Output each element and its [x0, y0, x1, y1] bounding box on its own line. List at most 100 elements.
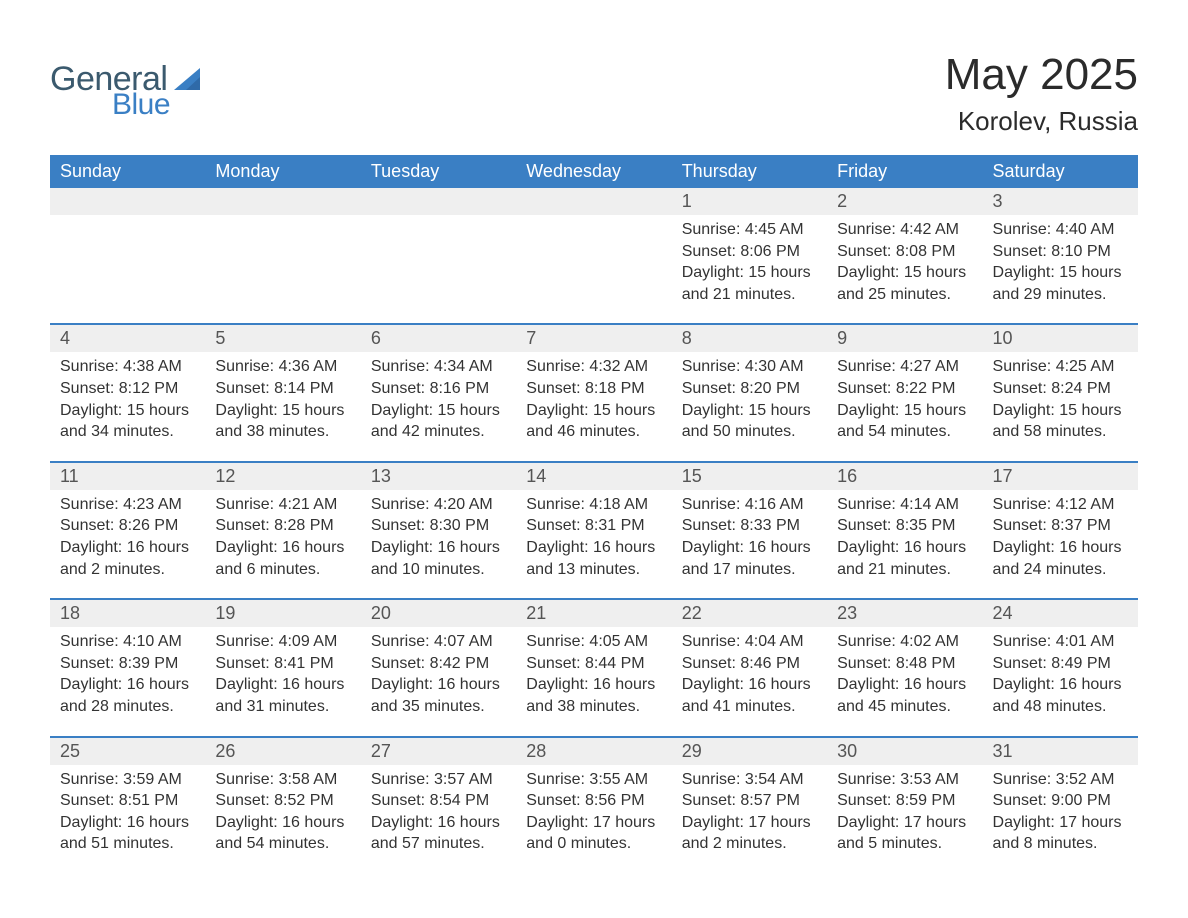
daylight-line: Daylight: 15 hours and 46 minutes.: [526, 400, 663, 443]
sunrise-line: Sunrise: 3:57 AM: [371, 769, 508, 791]
sunrise-line: Sunrise: 4:27 AM: [837, 356, 974, 378]
day-body: Sunrise: 3:52 AMSunset: 9:00 PMDaylight:…: [989, 765, 1132, 855]
daylight-label: Daylight:: [60, 814, 122, 831]
day-cell: Sunrise: 4:02 AMSunset: 8:48 PMDaylight:…: [827, 627, 982, 735]
sunset-label: Sunset:: [682, 792, 736, 809]
daylight-line: Daylight: 16 hours and 21 minutes.: [837, 537, 974, 580]
day-number: 16: [827, 461, 982, 490]
sunset-label: Sunset:: [60, 655, 114, 672]
day-cell: Sunrise: 4:10 AMSunset: 8:39 PMDaylight:…: [50, 627, 205, 735]
sunset-label: Sunset:: [993, 243, 1047, 260]
sunrise-line: Sunrise: 4:32 AM: [526, 356, 663, 378]
sunrise-value: 4:23 AM: [123, 496, 182, 513]
daylight-label: Daylight:: [682, 539, 744, 556]
title-block: May 2025 Korolev, Russia: [945, 50, 1138, 137]
sunset-label: Sunset:: [993, 792, 1047, 809]
sunrise-value: 4:40 AM: [1056, 221, 1115, 238]
daylight-label: Daylight:: [993, 676, 1055, 693]
day-body: Sunrise: 3:57 AMSunset: 8:54 PMDaylight:…: [367, 765, 510, 855]
sunrise-label: Sunrise:: [371, 358, 430, 375]
sunrise-line: Sunrise: 4:45 AM: [682, 219, 819, 241]
sunset-label: Sunset:: [993, 380, 1047, 397]
sunrise-label: Sunrise:: [837, 771, 896, 788]
empty-day-number: [50, 188, 205, 215]
sunrise-line: Sunrise: 3:59 AM: [60, 769, 197, 791]
sunrise-line: Sunrise: 4:14 AM: [837, 494, 974, 516]
daylight-line: Daylight: 17 hours and 5 minutes.: [837, 812, 974, 855]
sunset-line: Sunset: 8:37 PM: [993, 515, 1130, 537]
sunset-value: 8:18 PM: [585, 380, 645, 397]
day-cell: Sunrise: 4:42 AMSunset: 8:08 PMDaylight:…: [827, 215, 982, 323]
sunset-line: Sunset: 8:48 PM: [837, 653, 974, 675]
calendar: SundayMondayTuesdayWednesdayThursdayFrid…: [50, 155, 1138, 873]
day-number: 6: [361, 323, 516, 352]
sunrise-label: Sunrise:: [993, 771, 1052, 788]
sunset-label: Sunset:: [371, 655, 425, 672]
sunset-line: Sunset: 8:24 PM: [993, 378, 1130, 400]
sunset-line: Sunset: 8:06 PM: [682, 241, 819, 263]
sunrise-line: Sunrise: 4:07 AM: [371, 631, 508, 653]
daylight-line: Daylight: 16 hours and 31 minutes.: [215, 674, 352, 717]
day-body: Sunrise: 4:01 AMSunset: 8:49 PMDaylight:…: [989, 627, 1132, 717]
day-number: 23: [827, 598, 982, 627]
sunrise-value: 4:36 AM: [279, 358, 338, 375]
sunrise-label: Sunrise:: [526, 496, 585, 513]
sunset-line: Sunset: 8:10 PM: [993, 241, 1130, 263]
sunset-line: Sunset: 8:35 PM: [837, 515, 974, 537]
day-number: 15: [672, 461, 827, 490]
daylight-label: Daylight:: [215, 814, 277, 831]
day-cell: Sunrise: 4:04 AMSunset: 8:46 PMDaylight:…: [672, 627, 827, 735]
sail-icon: [174, 68, 204, 98]
day-body: Sunrise: 4:38 AMSunset: 8:12 PMDaylight:…: [56, 352, 199, 442]
logo-text: General Blue: [50, 62, 170, 120]
sunset-line: Sunset: 8:52 PM: [215, 790, 352, 812]
sunrise-value: 4:38 AM: [123, 358, 182, 375]
sunrise-label: Sunrise:: [60, 496, 119, 513]
weekday-header: Thursday: [672, 155, 827, 188]
daylight-line: Daylight: 15 hours and 50 minutes.: [682, 400, 819, 443]
daylight-label: Daylight:: [837, 402, 899, 419]
day-cell: Sunrise: 4:27 AMSunset: 8:22 PMDaylight:…: [827, 352, 982, 460]
sunset-label: Sunset:: [60, 380, 114, 397]
sunrise-label: Sunrise:: [682, 358, 741, 375]
sunset-label: Sunset:: [215, 380, 269, 397]
sunset-label: Sunset:: [837, 792, 891, 809]
sunset-line: Sunset: 8:49 PM: [993, 653, 1130, 675]
weekday-header: Wednesday: [516, 155, 671, 188]
sunrise-label: Sunrise:: [682, 221, 741, 238]
weekday-header: Friday: [827, 155, 982, 188]
sunrise-value: 4:42 AM: [900, 221, 959, 238]
day-cell: Sunrise: 4:34 AMSunset: 8:16 PMDaylight:…: [361, 352, 516, 460]
sunset-label: Sunset:: [526, 792, 580, 809]
daylight-line: Daylight: 16 hours and 57 minutes.: [371, 812, 508, 855]
day-number: 8: [672, 323, 827, 352]
sunset-label: Sunset:: [60, 517, 114, 534]
daylight-line: Daylight: 16 hours and 17 minutes.: [682, 537, 819, 580]
sunset-line: Sunset: 8:16 PM: [371, 378, 508, 400]
sunset-line: Sunset: 8:44 PM: [526, 653, 663, 675]
day-body: Sunrise: 3:54 AMSunset: 8:57 PMDaylight:…: [678, 765, 821, 855]
daylight-line: Daylight: 16 hours and 10 minutes.: [371, 537, 508, 580]
sunrise-label: Sunrise:: [837, 358, 896, 375]
day-number: 7: [516, 323, 671, 352]
daylight-label: Daylight:: [60, 402, 122, 419]
sunset-label: Sunset:: [215, 792, 269, 809]
day-body: Sunrise: 3:59 AMSunset: 8:51 PMDaylight:…: [56, 765, 199, 855]
day-cell: Sunrise: 4:05 AMSunset: 8:44 PMDaylight:…: [516, 627, 671, 735]
daylight-line: Daylight: 17 hours and 0 minutes.: [526, 812, 663, 855]
weekday-header: Sunday: [50, 155, 205, 188]
day-body: Sunrise: 4:36 AMSunset: 8:14 PMDaylight:…: [211, 352, 354, 442]
day-body: Sunrise: 4:12 AMSunset: 8:37 PMDaylight:…: [989, 490, 1132, 580]
day-cell: Sunrise: 4:30 AMSunset: 8:20 PMDaylight:…: [672, 352, 827, 460]
sunrise-label: Sunrise:: [371, 496, 430, 513]
weekday-header: Monday: [205, 155, 360, 188]
day-number: 4: [50, 323, 205, 352]
day-cell: Sunrise: 3:58 AMSunset: 8:52 PMDaylight:…: [205, 765, 360, 873]
day-cell: Sunrise: 3:54 AMSunset: 8:57 PMDaylight:…: [672, 765, 827, 873]
sunset-label: Sunset:: [371, 517, 425, 534]
sunrise-line: Sunrise: 4:02 AM: [837, 631, 974, 653]
daylight-line: Daylight: 15 hours and 21 minutes.: [682, 262, 819, 305]
sunrise-value: 4:12 AM: [1056, 496, 1115, 513]
day-cell: Sunrise: 4:20 AMSunset: 8:30 PMDaylight:…: [361, 490, 516, 598]
empty-cell: [205, 215, 360, 323]
